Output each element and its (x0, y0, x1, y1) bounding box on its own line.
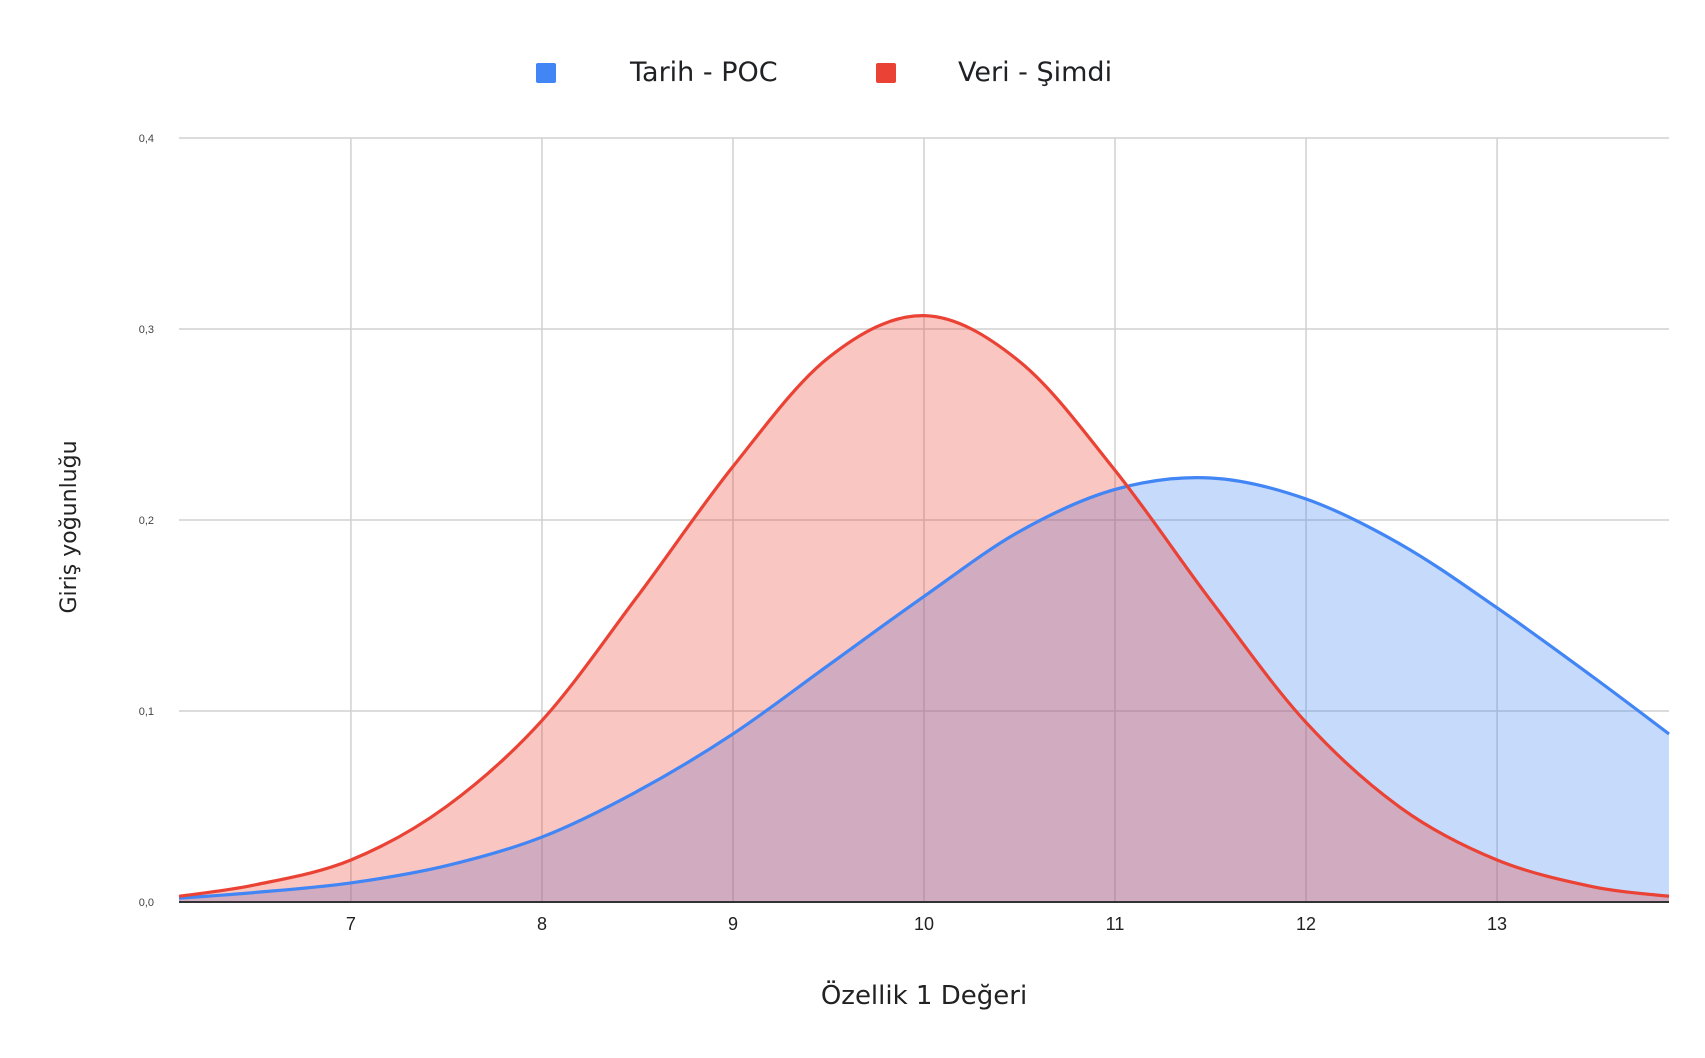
legend-label-veri-simdi: Veri - Şimdi (958, 57, 1112, 88)
series-1-line (178, 314, 1670, 898)
x-tick-label: 9 (728, 914, 738, 934)
x-axis-title: Özellik 1 Değeri (821, 979, 1027, 1011)
series-1-area (179, 315, 1669, 902)
y-tick-labels: 0,0 0,1 0,2 0,3 0,4 (139, 133, 154, 909)
legend-swatch-veri-simdi (876, 63, 896, 83)
series-areas (179, 315, 1669, 902)
x-tick-label: 12 (1296, 914, 1316, 934)
y-tick-label: 0,1 (139, 706, 154, 718)
x-tick-label: 7 (346, 914, 356, 934)
y-tick-label: 0,2 (139, 515, 154, 527)
x-tick-label: 11 (1106, 914, 1125, 934)
legend-swatch-tarih-poc (536, 63, 556, 83)
x-tick-labels: 7 8 9 10 11 12 13 (346, 914, 1507, 934)
x-tick-label: 10 (914, 914, 934, 934)
y-tick-label: 0,0 (139, 897, 154, 909)
series-0-line (178, 476, 1670, 900)
x-tick-label: 8 (537, 914, 547, 934)
y-tick-label: 0,3 (139, 324, 154, 336)
x-tick-label: 13 (1487, 914, 1507, 934)
grid (179, 137, 1669, 902)
y-axis-title: Giriş yoğunluğu (57, 440, 82, 613)
legend: Tarih - POC Veri - Şimdi (536, 57, 1112, 88)
series-0-area (179, 477, 1669, 902)
series-lines (178, 314, 1670, 900)
y-tick-label: 0,4 (139, 133, 154, 145)
legend-label-tarih-poc: Tarih - POC (629, 57, 778, 88)
